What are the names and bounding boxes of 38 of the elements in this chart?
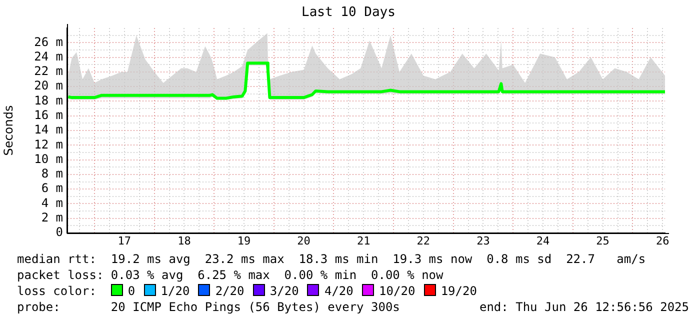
y-tick-label: 12 m: [34, 137, 63, 152]
x-tick-label: 23: [476, 234, 490, 248]
y-tick-label: 8 m: [41, 166, 63, 181]
x-tick-label: 18: [178, 234, 191, 248]
text: packet loss: 0.03 % avg 6.25 % max 0.00 % min 0.00 % now: [17, 267, 444, 283]
y-tick-label: 16 m: [34, 108, 63, 122]
y-tick-label: 26 m: [34, 34, 63, 49]
legend-label: 4/20: [324, 284, 354, 298]
y-tick-label: 14 m: [34, 122, 63, 137]
legend-title: loss color:: [17, 283, 98, 299]
y-tick-label: 0: [56, 225, 63, 240]
y-axis-title: Seconds: [1, 105, 16, 156]
legend-label: 3/20: [270, 284, 299, 298]
x-tick-label: 22: [416, 234, 430, 248]
legend-label: 19/20: [440, 284, 477, 298]
legend-label: 10/20: [379, 284, 416, 298]
y-tick-label: 6 m: [41, 181, 63, 196]
legend-label: 2/20: [215, 284, 244, 298]
y-tick-label: 18 m: [34, 93, 63, 108]
y-tick-label: 4 m: [41, 196, 63, 210]
y-tick-label: 20 m: [34, 78, 63, 93]
y-tick-label: 22 m: [34, 64, 63, 78]
x-tick-label: 24: [536, 234, 550, 248]
legend-label: 1/20: [160, 284, 190, 298]
y-tick-label: 10 m: [34, 152, 63, 166]
y-tick-label: 2 m: [41, 210, 63, 224]
y-tick-label: 24 m: [34, 49, 63, 64]
x-tick-label: 25: [596, 234, 610, 248]
x-tick-label: 21: [356, 234, 370, 248]
chart-title: Last 10 Days: [300, 5, 396, 20]
x-tick-label: 17: [118, 234, 132, 248]
x-tick-label: 20: [297, 234, 310, 248]
x-tick-label: 19: [237, 234, 251, 248]
x-tick-label: 26: [656, 234, 670, 248]
text: probe: 20 ICMP Echo Pings (56 Bytes) every 300s: [17, 299, 400, 315]
text: median rtt: 19.2 ms avg 23.2 ms max 18.3 ms min 19.3 ms now 0.8 ms sd 22.7 am/s: [17, 251, 646, 267]
text: end: Thu Jun 26 12:56:56 2025: [479, 299, 689, 315]
legend-label: 0: [128, 284, 136, 298]
